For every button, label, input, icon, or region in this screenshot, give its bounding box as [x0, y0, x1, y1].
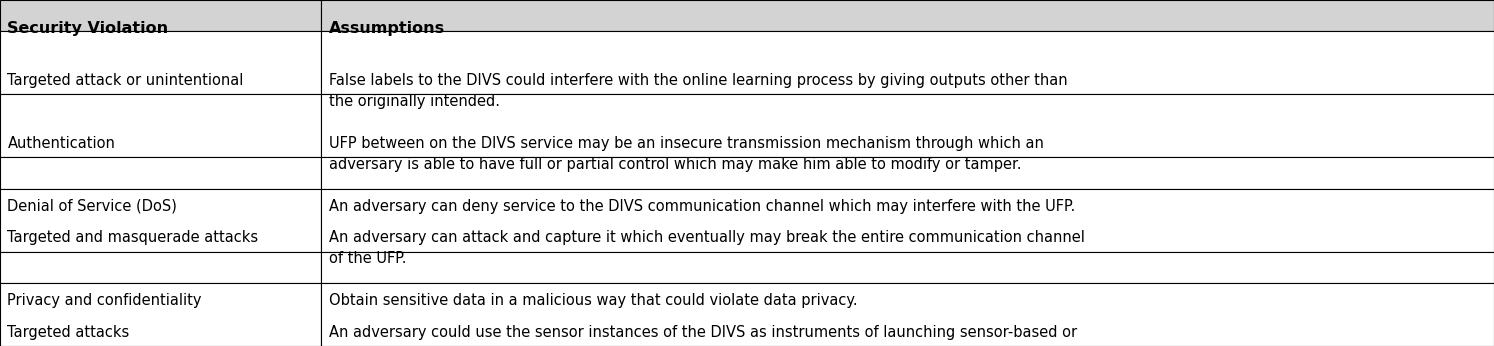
Bar	[321, 189, 1494, 252]
Text: Privacy and confidentiality: Privacy and confidentiality	[7, 293, 202, 308]
Bar	[321, 283, 1494, 346]
Text: Security Violation: Security Violation	[7, 21, 169, 36]
Bar	[321, 31, 1494, 94]
Text: Targeted attack or unintentional: Targeted attack or unintentional	[7, 73, 244, 88]
Bar	[0, 94, 321, 157]
Text: Assumptions: Assumptions	[329, 21, 445, 36]
Text: UFP between on the DIVS service may be an insecure transmission mechanism throug: UFP between on the DIVS service may be a…	[329, 136, 1043, 172]
Bar	[0, 283, 321, 346]
Text: Targeted and masquerade attacks: Targeted and masquerade attacks	[7, 230, 258, 245]
Bar	[321, 252, 1494, 283]
Bar	[321, 0, 1494, 31]
Text: Authentication: Authentication	[7, 136, 115, 151]
Text: Denial of Service (DoS): Denial of Service (DoS)	[7, 199, 178, 214]
Text: An adversary could use the sensor instances of the DIVS as instruments of launch: An adversary could use the sensor instan…	[329, 325, 1077, 346]
Text: Obtain sensitive data in a malicious way that could violate data privacy.: Obtain sensitive data in a malicious way…	[329, 293, 858, 308]
Bar	[0, 252, 321, 283]
Bar	[0, 157, 321, 189]
Bar	[0, 0, 321, 31]
Bar	[321, 157, 1494, 189]
Bar	[0, 31, 321, 94]
Text: False labels to the DIVS could interfere with the online learning process by giv: False labels to the DIVS could interfere…	[329, 73, 1067, 109]
Text: Targeted attacks: Targeted attacks	[7, 325, 130, 340]
Bar	[321, 94, 1494, 157]
Text: An adversary can deny service to the DIVS communication channel which may interf: An adversary can deny service to the DIV…	[329, 199, 1074, 214]
Bar	[0, 189, 321, 252]
Text: An adversary can attack and capture it which eventually may break the entire com: An adversary can attack and capture it w…	[329, 230, 1085, 266]
